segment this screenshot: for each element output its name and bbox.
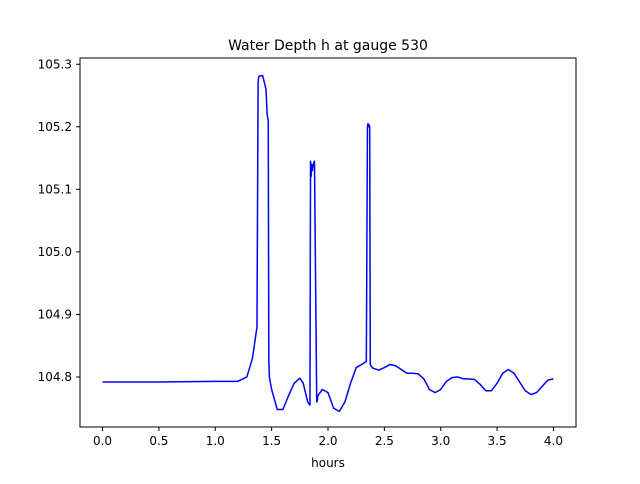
x-tick-label: 0.0 (93, 434, 112, 448)
x-tick-label: 3.5 (488, 434, 507, 448)
chart-title: Water Depth h at gauge 530 (228, 38, 428, 54)
y-tick-label: 105.3 (38, 57, 72, 71)
x-axis-label: hours (311, 456, 345, 470)
y-tick-label: 105.2 (38, 120, 72, 134)
plot-area (102, 74, 554, 413)
x-tick-label: 2.0 (318, 434, 337, 448)
axes: 0.0 0.5 1.0 1.5 2.0 2.5 3.0 3.5 4.0 104.8 104.9 105… (38, 57, 577, 448)
x-tick-label: 2.5 (375, 434, 394, 448)
y-tick-label: 104.8 (38, 370, 72, 384)
x-tick-label: 4.0 (544, 434, 563, 448)
x-tick-label: 0.5 (149, 434, 168, 448)
x-tick-label: 1.0 (206, 434, 225, 448)
x-tick-label: 3.0 (431, 434, 450, 448)
y-tick-label: 104.9 (38, 307, 72, 321)
series-line-0 (102, 74, 554, 413)
y-tick-label: 105.1 (38, 182, 72, 196)
x-tick-label: 1.5 (262, 434, 281, 448)
y-tick-label: 105.0 (38, 245, 72, 259)
